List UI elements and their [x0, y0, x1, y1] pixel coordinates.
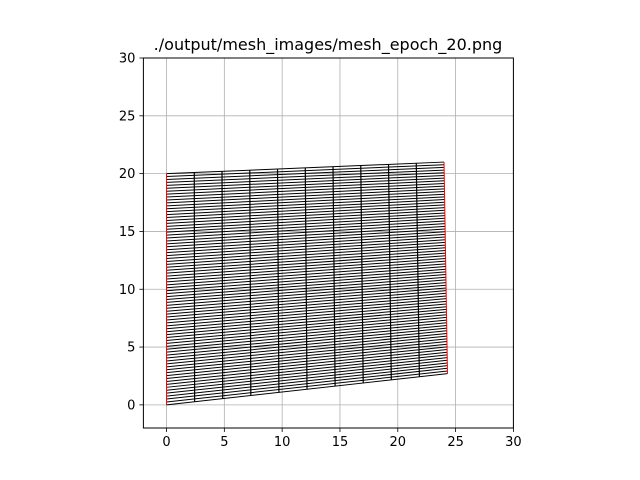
x-tick-label: 0: [162, 435, 170, 450]
mesh-vertical-line: [276, 168, 280, 393]
mesh-vertical-line: [415, 163, 420, 377]
y-tick-label: 0: [127, 398, 135, 413]
y-tick-label: 10: [119, 283, 136, 298]
chart-title: ./output/mesh_images/mesh_epoch_20.png: [154, 35, 503, 55]
mesh-vertical-line: [387, 164, 392, 380]
mesh-vertical-line: [249, 170, 252, 396]
x-tick-label: 30: [505, 435, 522, 450]
y-axis: 0 5 10 15 20 25 30: [119, 52, 144, 413]
mesh-vertical-line: [221, 171, 224, 399]
y-tick-label: 30: [119, 52, 136, 67]
x-tick-label: 5: [220, 435, 228, 450]
y-tick-label: 20: [119, 167, 136, 182]
plot-frame: [142, 57, 514, 429]
y-tick-label: 25: [119, 109, 136, 124]
mesh-vertical-line: [360, 165, 364, 384]
mesh-boundary-line: [443, 162, 448, 374]
mesh-vertical-line: [332, 166, 336, 387]
x-tick-label: 15: [332, 435, 349, 450]
x-tick-label: 10: [274, 435, 291, 450]
y-tick-label: 5: [127, 341, 135, 356]
x-axis: 0 5 10 15 20 25 30: [162, 428, 522, 450]
x-tick-label: 25: [447, 435, 464, 450]
mesh-vertical-line: [304, 167, 308, 390]
mesh: [166, 161, 448, 406]
x-tick-label: 20: [390, 435, 407, 450]
y-tick-label: 15: [119, 225, 136, 240]
